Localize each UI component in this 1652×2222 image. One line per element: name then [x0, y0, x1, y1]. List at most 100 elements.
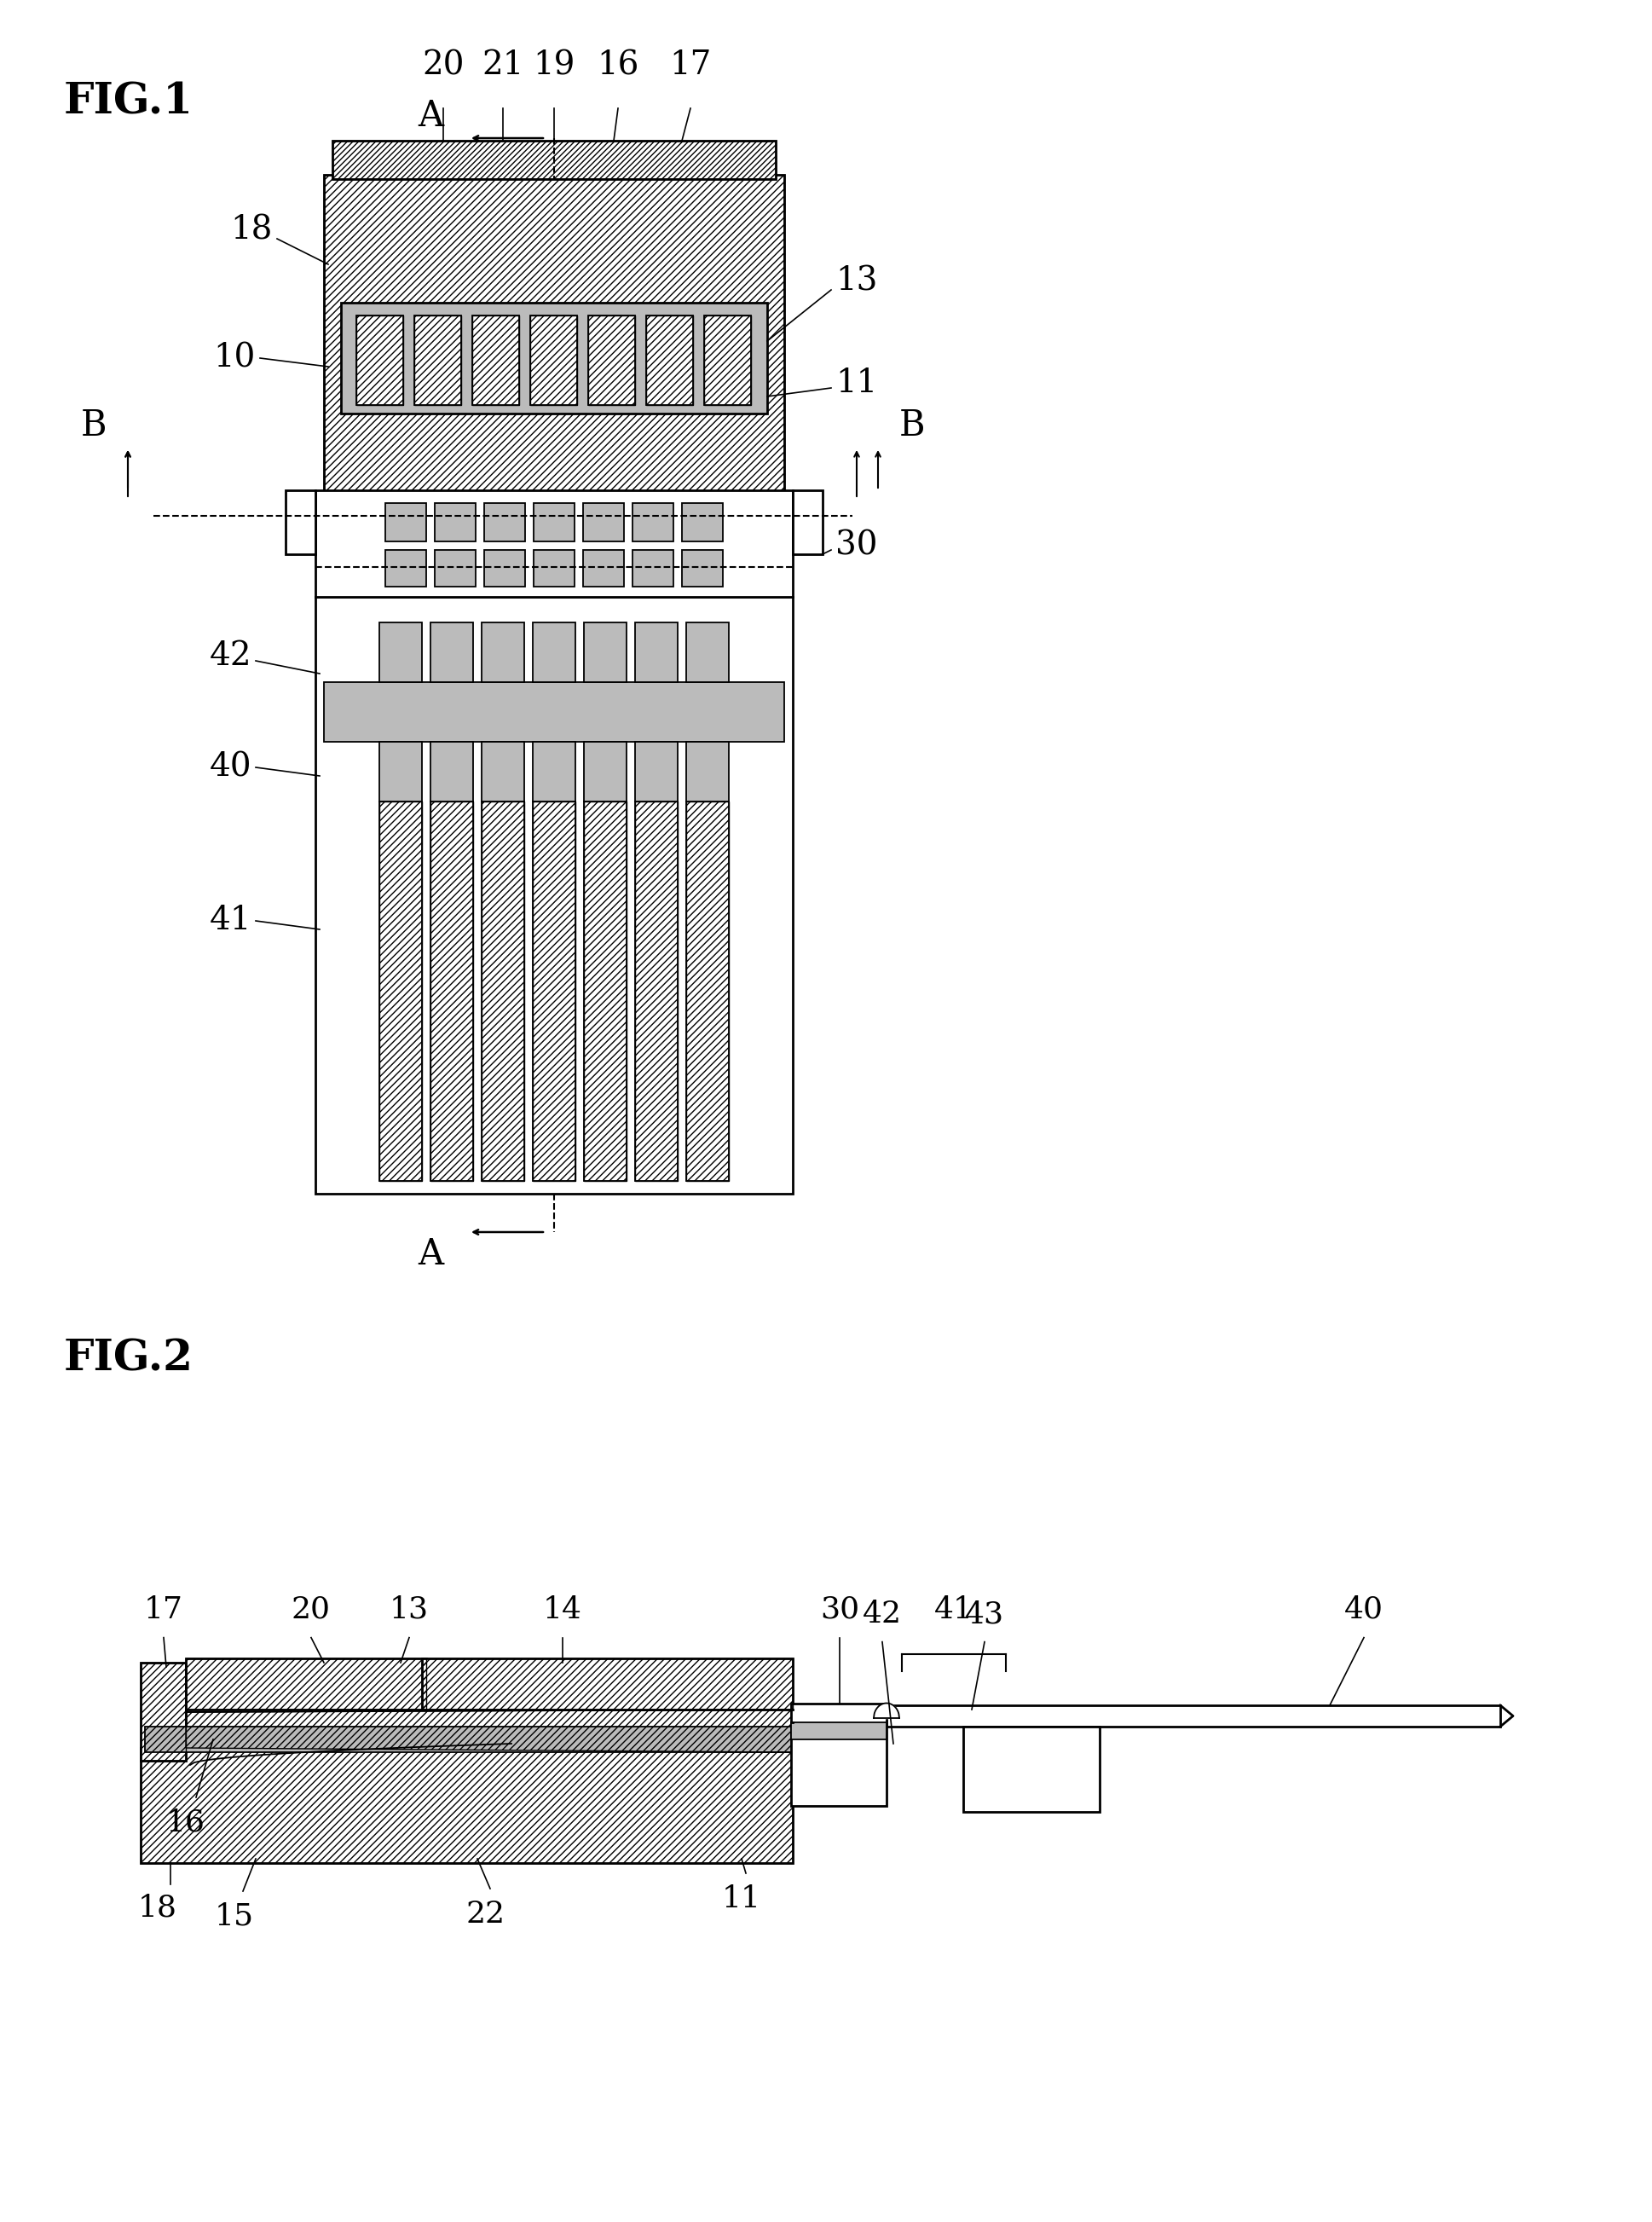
Bar — [332, 140, 776, 180]
Bar — [686, 802, 729, 1180]
Bar — [324, 682, 785, 742]
Text: FIG.1: FIG.1 — [64, 80, 193, 122]
Bar — [431, 802, 472, 1180]
Text: 15: 15 — [215, 1902, 254, 1931]
Polygon shape — [185, 1709, 793, 1753]
Bar — [686, 622, 729, 682]
Bar — [185, 1658, 426, 1709]
Text: 30: 30 — [819, 1595, 859, 1624]
Text: 41: 41 — [210, 904, 251, 938]
Bar — [385, 502, 426, 542]
Text: 30: 30 — [836, 529, 877, 562]
Bar — [633, 551, 674, 587]
Bar — [482, 622, 524, 682]
Bar — [686, 802, 729, 1180]
Bar — [530, 316, 578, 404]
Bar — [482, 742, 524, 802]
Bar — [583, 802, 626, 1180]
Text: 10: 10 — [213, 342, 256, 373]
Bar — [357, 316, 403, 404]
Bar — [140, 1662, 185, 1760]
Bar — [316, 598, 793, 1193]
Bar — [415, 316, 461, 404]
Bar — [704, 316, 752, 404]
Bar — [791, 1704, 887, 1806]
Bar — [340, 302, 767, 413]
Bar — [324, 176, 785, 496]
Text: 17: 17 — [669, 49, 712, 80]
Bar — [532, 802, 575, 1180]
Bar — [332, 140, 776, 180]
Bar — [140, 1662, 185, 1760]
Text: A: A — [418, 98, 443, 133]
Bar — [140, 1749, 793, 1862]
Text: 21: 21 — [482, 49, 524, 80]
Bar — [431, 622, 472, 682]
Text: 42: 42 — [210, 640, 251, 673]
Bar — [583, 551, 624, 587]
Bar — [532, 622, 575, 682]
Bar — [380, 802, 421, 1180]
Bar — [380, 742, 421, 802]
Bar — [324, 176, 785, 496]
Text: 20: 20 — [291, 1595, 330, 1624]
Bar — [484, 502, 525, 542]
Bar — [286, 491, 316, 553]
Bar — [530, 316, 578, 404]
Bar — [646, 316, 694, 404]
Bar — [421, 1658, 793, 1709]
Bar — [357, 316, 403, 404]
Bar — [634, 622, 677, 682]
Text: 16: 16 — [167, 1809, 205, 1838]
Bar — [380, 802, 421, 1180]
Text: B: B — [81, 407, 106, 444]
Bar — [682, 502, 724, 542]
Bar — [534, 551, 575, 587]
Text: 13: 13 — [390, 1595, 430, 1624]
Text: A: A — [418, 1235, 443, 1273]
Bar — [140, 1749, 793, 1862]
Bar — [482, 802, 524, 1180]
Bar — [472, 316, 519, 404]
Text: 40: 40 — [1345, 1595, 1383, 1624]
Text: 43: 43 — [965, 1600, 1004, 1629]
Bar — [791, 1722, 887, 1740]
Bar — [634, 802, 677, 1180]
Bar — [704, 316, 752, 404]
Text: 14: 14 — [544, 1595, 582, 1624]
Bar — [634, 802, 677, 1180]
Bar — [583, 502, 624, 542]
Text: 20: 20 — [423, 49, 464, 80]
Bar — [484, 551, 525, 587]
Bar — [646, 316, 694, 404]
Bar — [887, 1704, 1500, 1726]
Bar — [682, 551, 724, 587]
Bar — [385, 551, 426, 587]
Bar — [431, 742, 472, 802]
Text: B: B — [899, 407, 925, 444]
Text: 42: 42 — [862, 1600, 902, 1629]
Text: 13: 13 — [836, 267, 877, 298]
Text: 18: 18 — [231, 216, 273, 247]
Bar — [415, 316, 461, 404]
Bar — [316, 491, 793, 598]
Text: 40: 40 — [210, 751, 251, 782]
Bar — [185, 1658, 426, 1709]
Bar — [583, 802, 626, 1180]
Text: 11: 11 — [722, 1884, 762, 1913]
Bar — [145, 1726, 793, 1753]
Bar — [532, 742, 575, 802]
Bar — [532, 802, 575, 1180]
Bar — [963, 1726, 1100, 1811]
Text: 17: 17 — [144, 1595, 183, 1624]
Bar — [434, 551, 476, 587]
Text: 11: 11 — [836, 369, 877, 400]
Text: 22: 22 — [466, 1900, 506, 1929]
Bar — [588, 316, 636, 404]
Bar — [633, 502, 674, 542]
Bar — [583, 622, 626, 682]
Text: 41: 41 — [935, 1595, 973, 1624]
Bar — [472, 316, 519, 404]
Bar — [482, 802, 524, 1180]
Bar — [434, 502, 476, 542]
